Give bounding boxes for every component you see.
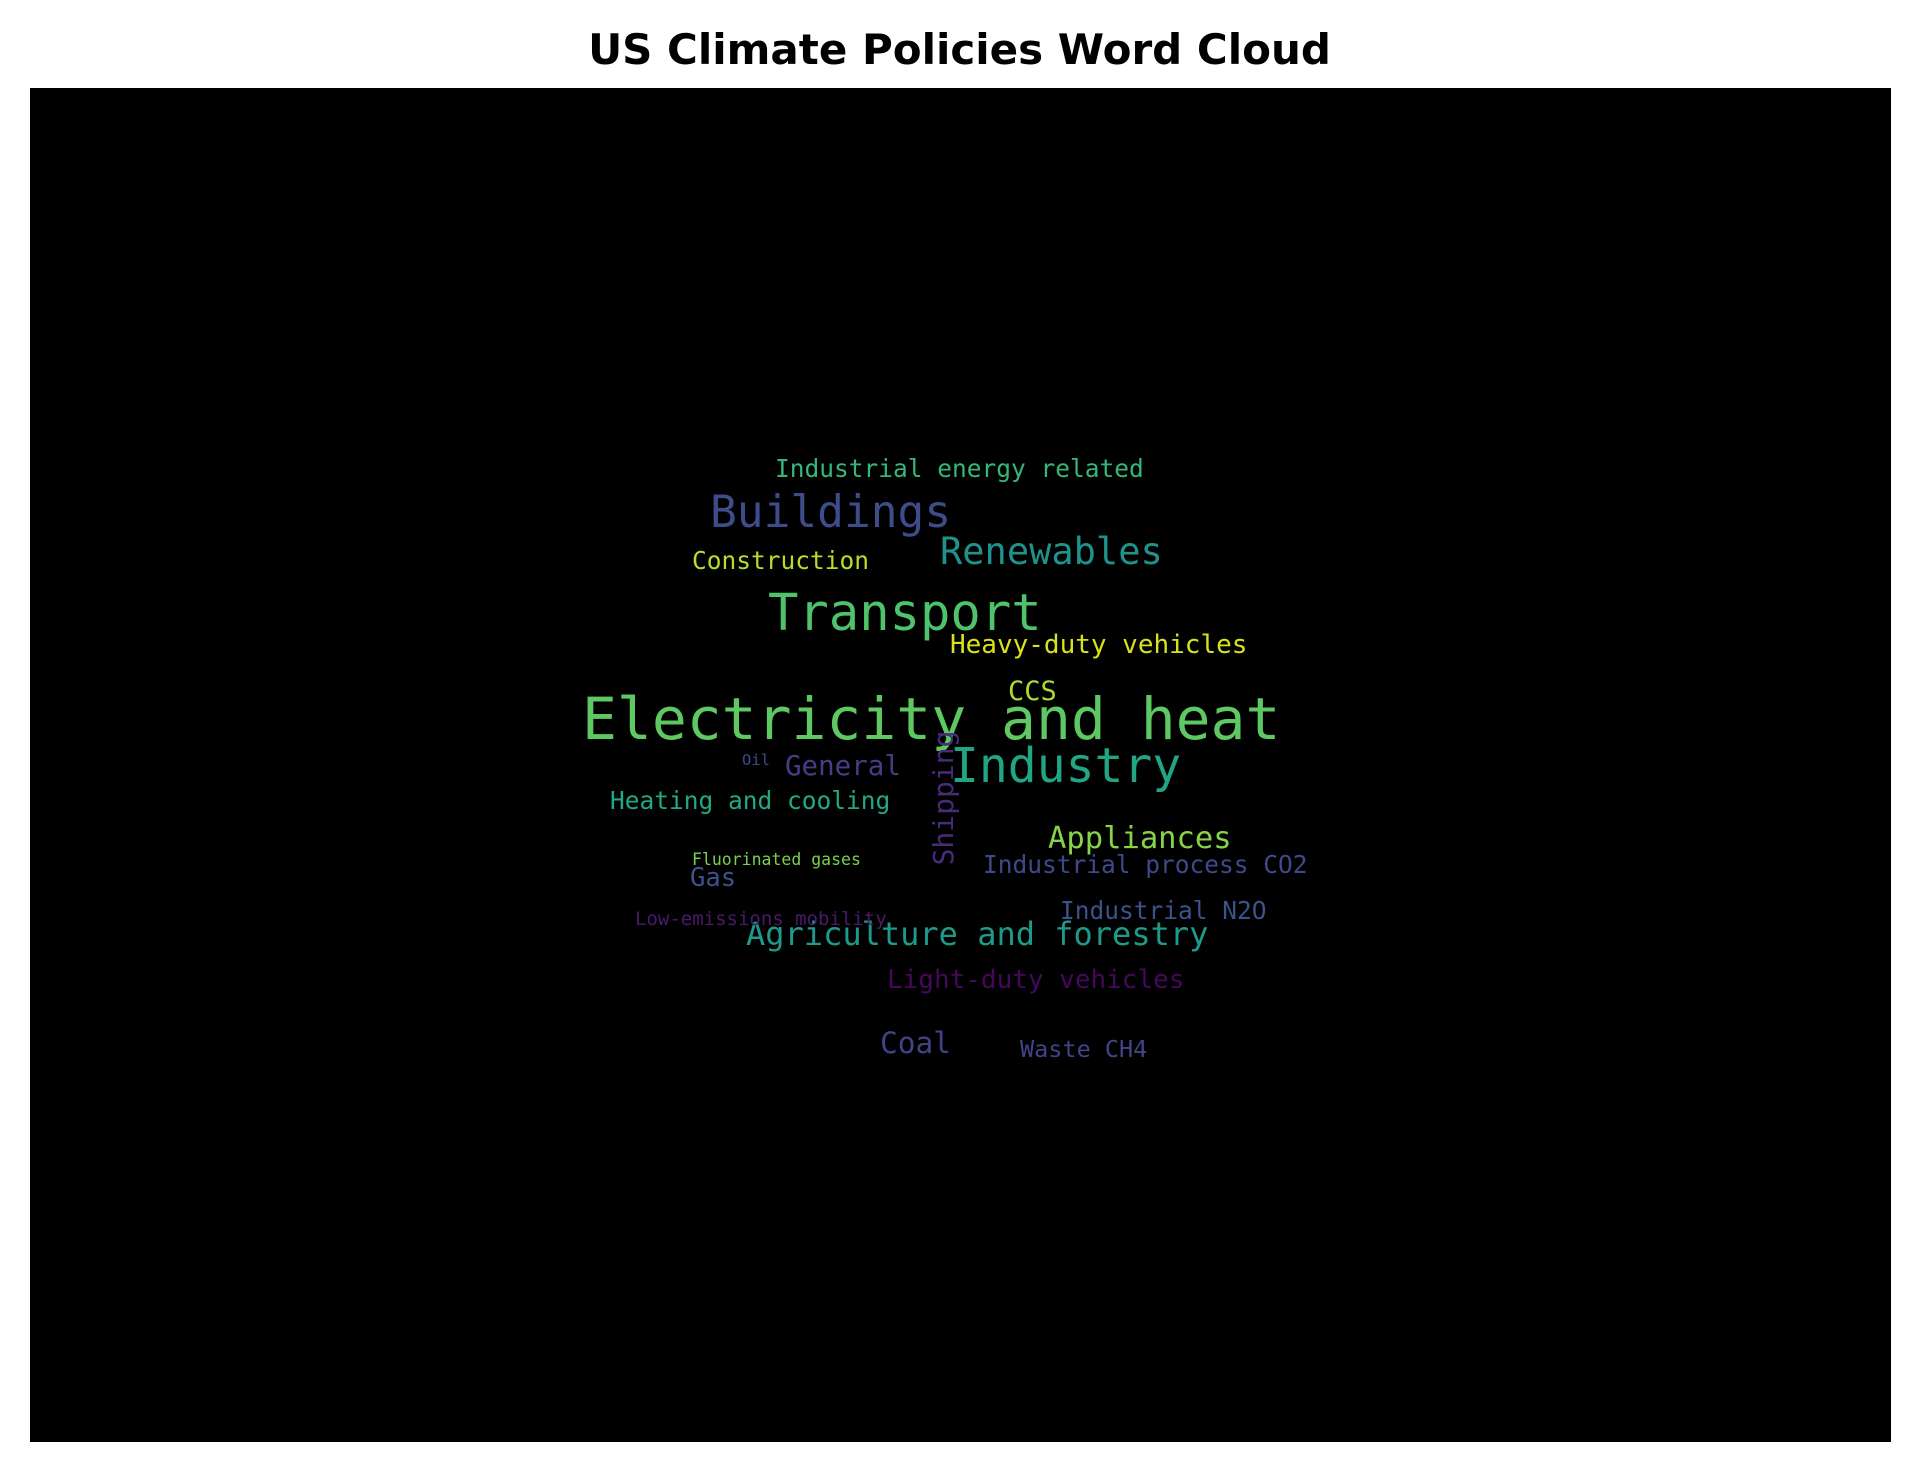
word-agriculture-and-forestry: Agriculture and forestry bbox=[746, 915, 1208, 953]
word-general: General bbox=[785, 750, 901, 782]
word-shipping: Shipping bbox=[927, 731, 960, 866]
word-cloud-svg: Electricity and heat Transport Industry Bui… bbox=[582, 454, 1308, 1063]
word-light-duty-vehicles: Light-duty vehicles bbox=[887, 965, 1184, 995]
word-heavy-duty-vehicles: Heavy-duty vehicles bbox=[950, 630, 1247, 660]
word-cloud-canvas: Electricity and heat Transport Industry Bui… bbox=[30, 88, 1891, 1442]
word-coal: Coal bbox=[880, 1026, 951, 1060]
word-fluorinated-gases: Fluorinated gases bbox=[692, 850, 861, 869]
word-industrial-process-co2: Industrial process CO2 bbox=[983, 850, 1308, 879]
word-gas: Gas bbox=[690, 863, 736, 893]
word-industry: Industry bbox=[950, 738, 1181, 794]
word-industrial-energy-related: Industrial energy related bbox=[775, 454, 1144, 483]
chart-title: US Climate Policies Word Cloud bbox=[588, 25, 1331, 74]
word-appliances: Appliances bbox=[1048, 821, 1232, 856]
word-oil: Oil bbox=[742, 751, 770, 769]
word-heating-and-cooling: Heating and cooling bbox=[610, 786, 890, 815]
word-buildings: Buildings bbox=[710, 487, 951, 538]
word-low-emissions-mobility: Low-emissions mobility bbox=[635, 908, 887, 930]
word-transport: Transport bbox=[768, 583, 1042, 642]
word-construction: Construction bbox=[692, 546, 869, 575]
word-waste-ch4: Waste CH4 bbox=[1020, 1035, 1147, 1063]
word-renewables: Renewables bbox=[940, 530, 1163, 573]
word-ccs: CCS bbox=[1008, 676, 1057, 707]
word-electricity-and-heat: Electricity and heat bbox=[582, 685, 1280, 753]
word-industrial-n2o: Industrial N2O bbox=[1060, 896, 1267, 925]
